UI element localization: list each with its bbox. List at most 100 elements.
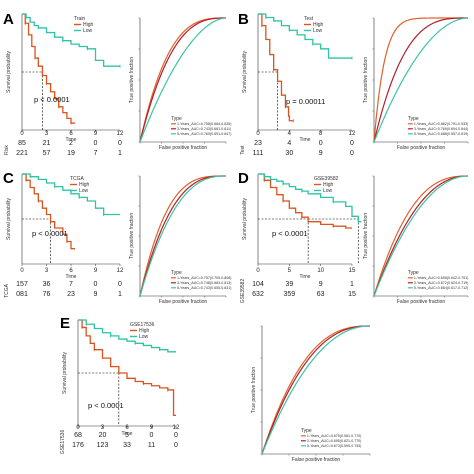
risk-table-label-A: Risk bbox=[4, 145, 10, 155]
roc-legend-label-1-B-roc: 1-Years_AUC=0.862(0.791-0.933) bbox=[414, 122, 469, 126]
roc-legend-label-2-C-roc: 3-Years_AUC=0.748(0.683-0.813) bbox=[177, 281, 232, 285]
legend-label-high-D: High bbox=[323, 182, 334, 188]
risk-count-low-A: 57 bbox=[43, 150, 51, 157]
roc-x-label-E-roc: False positive fraction bbox=[292, 457, 341, 463]
x-tick-label-C: 12 bbox=[117, 268, 124, 274]
risk-table-label-B: Test bbox=[240, 145, 246, 155]
risk-count-high-D: 104 bbox=[252, 281, 264, 288]
risk-count-high-E: 5 bbox=[125, 432, 129, 439]
y-axis-label-E: Survival probability bbox=[62, 352, 68, 394]
risk-table-label-C: TCGA bbox=[4, 283, 10, 298]
risk-table-label-E: GSE17536 bbox=[60, 430, 66, 455]
x-tick-label-E: 3 bbox=[101, 425, 105, 431]
x-tick-label-B: 4 bbox=[288, 131, 292, 137]
x-tick-label-A: 3 bbox=[45, 131, 49, 137]
roc-curve-3-D-roc bbox=[373, 175, 469, 297]
roc-curve-2-A-roc bbox=[139, 17, 226, 143]
legend-label-low-A: Low bbox=[83, 28, 93, 34]
roc-y-label-B-roc: True positive fraction bbox=[363, 57, 369, 103]
legend-label-low-B: Low bbox=[313, 28, 323, 34]
risk-count-low-B: 9 bbox=[319, 150, 323, 157]
legend-label-low-E: Low bbox=[139, 334, 149, 340]
risk-count-high-A: 2 bbox=[69, 140, 73, 147]
risk-count-low-B: 30 bbox=[285, 150, 293, 157]
x-tick-label-D: 15 bbox=[349, 268, 356, 274]
roc-curve-1-D-roc bbox=[373, 175, 469, 297]
survival-curve-high-A bbox=[22, 13, 76, 124]
roc-legend-label-2-B-roc: 3-Years_AUC=0.769(0.694-0.844) bbox=[414, 127, 469, 131]
roc-legend-label-2-A-roc: 3-Years_AUC=0.743(0.681-0.811) bbox=[177, 127, 231, 131]
roc-curve-3-B-roc bbox=[373, 17, 469, 143]
roc-legend-title-E-roc: Type bbox=[301, 428, 312, 434]
roc-legend-label-3-E-roc: 5-Years_AUC=0.673(0.595-0.753) bbox=[307, 444, 362, 448]
risk-count-low-C: 9 bbox=[94, 291, 98, 298]
x-tick-label-A: 0 bbox=[20, 131, 24, 137]
roc-legend-title-D-roc: Type bbox=[408, 270, 419, 276]
roc-legend-label-2-D-roc: 3-Years_AUC=0.672(0.624-0.719) bbox=[414, 281, 469, 285]
x-tick-label-B: 0 bbox=[256, 131, 260, 137]
panel-letter-E: E bbox=[60, 315, 70, 332]
y-axis-label-D: Survival probability bbox=[242, 198, 248, 240]
x-tick-label-D: 5 bbox=[288, 268, 292, 274]
survival-curve-high-B bbox=[258, 13, 294, 122]
survival-curve-low-D bbox=[258, 173, 362, 223]
roc-legend-title-B-roc: Type bbox=[408, 116, 419, 122]
roc-legend-label-3-B-roc: 5-Years_AUC=0.688(0.557-0.819) bbox=[414, 132, 469, 136]
risk-count-high-A: 0 bbox=[94, 140, 98, 147]
roc-y-label-D-roc: True positive fraction bbox=[363, 213, 369, 259]
risk-count-high-E: 68 bbox=[74, 432, 82, 439]
x-tick-label-C: 3 bbox=[45, 268, 49, 274]
risk-count-low-C: 76 bbox=[43, 291, 51, 298]
risk-count-low-E: 123 bbox=[97, 442, 109, 449]
roc-legend-label-3-D-roc: 5-Years_AUC=0.664(0.617-0.712) bbox=[414, 286, 469, 290]
x-tick-label-B: 12 bbox=[349, 131, 356, 137]
x-axis-label-E: Time bbox=[122, 431, 133, 437]
x-tick-label-E: 12 bbox=[173, 425, 180, 431]
x-tick-label-E: 0 bbox=[76, 425, 80, 431]
x-axis-label-D: Time bbox=[300, 274, 311, 280]
x-tick-label-A: 9 bbox=[94, 131, 98, 137]
risk-count-low-E: 176 bbox=[72, 442, 84, 449]
legend-title-B: Test bbox=[304, 16, 314, 22]
roc-x-label-D-roc: False positive fraction bbox=[397, 299, 446, 305]
roc-y-label-C-roc: True positive fraction bbox=[129, 213, 135, 259]
roc-curve-2-D-roc bbox=[373, 175, 469, 297]
legend-title-C: TCGA bbox=[70, 176, 85, 182]
roc-legend-label-3-A-roc: 5-Years_AUC=0.769(0.691-0.847) bbox=[177, 132, 232, 136]
risk-count-high-E: 0 bbox=[174, 432, 178, 439]
x-tick-label-A: 12 bbox=[117, 131, 124, 137]
legend-label-high-C: High bbox=[79, 182, 90, 188]
survival-curve-low-E bbox=[78, 319, 176, 353]
risk-count-high-B: 0 bbox=[319, 140, 323, 147]
x-axis-label-C: Time bbox=[66, 274, 77, 280]
risk-count-high-B: 4 bbox=[287, 140, 291, 147]
risk-count-low-D: 63 bbox=[317, 291, 325, 298]
p-value-D: p < 0.0001 bbox=[272, 229, 308, 238]
x-tick-label-B: 8 bbox=[319, 131, 323, 137]
risk-count-high-B: 23 bbox=[254, 140, 262, 147]
risk-count-high-E: 0 bbox=[150, 432, 154, 439]
risk-count-low-A: 1 bbox=[118, 150, 122, 157]
roc-x-label-C-roc: False positive fraction bbox=[159, 299, 208, 305]
survival-curve-high-C bbox=[22, 173, 76, 250]
roc-legend-title-A-roc: Type bbox=[171, 116, 182, 122]
risk-count-low-C: 081 bbox=[16, 291, 28, 298]
risk-count-high-C: 36 bbox=[43, 281, 51, 288]
roc-x-label-B-roc: False positive fraction bbox=[397, 145, 446, 151]
risk-count-high-A: 0 bbox=[118, 140, 122, 147]
y-axis-label-A: Survival probability bbox=[6, 51, 12, 93]
x-tick-label-C: 0 bbox=[20, 268, 24, 274]
risk-count-low-A: 221 bbox=[16, 150, 28, 157]
risk-count-low-A: 19 bbox=[67, 150, 75, 157]
x-tick-label-A: 6 bbox=[69, 131, 73, 137]
risk-count-low-D: 359 bbox=[283, 291, 295, 298]
legend-label-high-E: High bbox=[139, 328, 150, 334]
y-axis-label-C: Survival probability bbox=[6, 198, 12, 240]
p-value-A: p < 0.0001 bbox=[34, 95, 70, 104]
roc-x-label-A-roc: False positive fraction bbox=[159, 145, 208, 151]
roc-curve-3-A-roc bbox=[139, 17, 227, 143]
roc-y-label-A-roc: True positive fraction bbox=[129, 57, 135, 103]
roc-curve-3-C-roc bbox=[139, 175, 227, 297]
risk-count-low-B: 0 bbox=[350, 150, 354, 157]
